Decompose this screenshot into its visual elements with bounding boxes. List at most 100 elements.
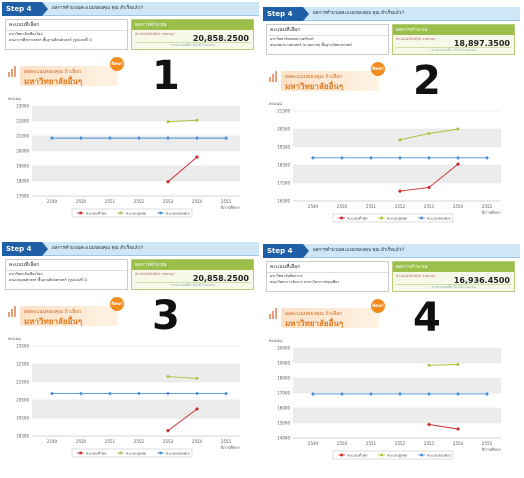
- grid-band: [32, 106, 240, 121]
- university-name: มหาวิทยาลัยสงขลานครินทร์: [270, 37, 314, 41]
- new-badge: New!: [371, 299, 385, 313]
- result-panel-2: Step 4 ผลการคำนวณคะแนนของคุณ คุณ สำเร็จแ…: [263, 7, 520, 239]
- x-tick-label: 2549: [308, 204, 319, 209]
- score-footnote: จากคะแนนเต็ม 30,000 คะแนน: [135, 282, 250, 288]
- score-value: 20,858.2500: [192, 274, 249, 283]
- step-title: ผลการคำนวณคะแนนของคุณ คุณ สำเร็จแล้ว!!: [52, 246, 144, 251]
- series-point-you: [166, 136, 170, 141]
- y-tick-label: 17000: [277, 391, 290, 396]
- legend-marker: [340, 216, 343, 220]
- step-bar: Step 4 ผลการคำนวณคะแนนของคุณ คุณ สำเร็จแ…: [263, 7, 520, 21]
- series-point-you: [166, 391, 170, 396]
- legend-label: คะแนนสูงสุด: [126, 212, 147, 217]
- y-tick-label: 20000: [277, 346, 290, 351]
- x-tick-label: 2554: [192, 439, 203, 444]
- x-tick-label: 2552: [134, 199, 145, 204]
- y-axis-label: คะแนน: [269, 101, 282, 106]
- series-point-you: [369, 155, 373, 160]
- legend-box: [332, 450, 454, 460]
- score-footnote: จากคะแนนเต็ม 30,000 คะแนน: [396, 284, 511, 290]
- series-point-you: [137, 391, 141, 396]
- y-tick-label: 23000: [16, 104, 29, 109]
- selection-info-box: คะแนนที่เลือก มหาวิทยาลัยเชียงใหม่ คณะกา…: [5, 19, 128, 50]
- bar-chart-icon: [269, 308, 279, 319]
- step-title: ผลการคำนวณคะแนนของคุณ คุณ สำเร็จแล้ว!!: [313, 11, 405, 16]
- series-point-you: [485, 155, 489, 160]
- y-tick-label: 19000: [277, 361, 290, 366]
- legend-label: คะแนนสูงสุด: [126, 452, 147, 457]
- step-label: Step 4: [2, 242, 48, 256]
- series-point-min: [427, 185, 431, 190]
- step-label: Step 4: [2, 2, 48, 16]
- y-tick-label: 19000: [16, 164, 29, 169]
- x-tick-label: 2555: [482, 204, 493, 209]
- y-tick-label: 18000: [277, 376, 290, 381]
- other-universities-banner[interactable]: ผลคะแนนของคุณ ถ้าเลือก มหาวิทยาลัยอื่นๆ: [20, 66, 118, 86]
- x-tick-label: 2551: [105, 439, 116, 444]
- x-tick-label: 2550: [76, 439, 87, 444]
- faculty-name: คณะมนุษยศาสตร์ พื้นฐานศิลปศาสตร์ (รูปแบบ…: [9, 278, 88, 282]
- y-tick-label: 20500: [16, 398, 29, 403]
- y-tick-label: 21500: [277, 109, 290, 114]
- series-point-you: [340, 155, 344, 160]
- grid-band: [32, 166, 240, 181]
- series-line: [428, 364, 459, 366]
- x-tick-label: 2552: [395, 441, 406, 446]
- x-tick-label: 2554: [453, 204, 464, 209]
- series-point-you: [456, 155, 460, 160]
- y-tick-label: 16500: [277, 199, 290, 204]
- y-tick-label: 16000: [277, 406, 290, 411]
- other-universities-banner[interactable]: ผลคะแนนของคุณ ถ้าเลือก มหาวิทยาลัยอื่นๆ: [281, 71, 379, 91]
- score-result-box: ผลการคำนวณ คะแนนของคุณ xtamp! 20,858.250…: [131, 259, 254, 290]
- series-line: [167, 119, 198, 123]
- selection-info-heading: คะแนนที่เลือก: [267, 25, 388, 36]
- x-tick-label: 2550: [76, 199, 87, 204]
- other-universities-banner[interactable]: ผลคะแนนของคุณ ถ้าเลือก มหาวิทยาลัยอื่นๆ: [281, 308, 379, 328]
- grid-band: [293, 129, 501, 147]
- series-line: [428, 424, 459, 430]
- y-axis-label: คะแนน: [8, 336, 21, 341]
- grid-band: [293, 378, 501, 393]
- panel-number-label: 2: [413, 58, 441, 104]
- selection-info-box: คะแนนที่เลือก มหาวิทยาลัยเชียงใหม่ คณะมน…: [5, 259, 128, 290]
- selection-info-heading: คะแนนที่เลือก: [6, 260, 127, 271]
- score-value: 20,858.2500: [192, 34, 249, 43]
- series-point-you: [224, 391, 228, 396]
- university-name: มหาวิทยาลัยศิลปากร: [270, 274, 303, 278]
- step-bar: Step 4 ผลการคำนวณคะแนนของคุณ คุณ สำเร็จแ…: [2, 242, 259, 256]
- legend-marker: [380, 216, 383, 220]
- score-line-chart: คะแนน 16500 17500 18500 19500 20500 21500 2549 2…: [269, 101, 501, 223]
- x-tick-label: 2554: [453, 441, 464, 446]
- panel-number-label: 3: [152, 293, 180, 339]
- x-tick-label: 2553: [163, 199, 174, 204]
- x-tick-label: 2549: [308, 441, 319, 446]
- score-hint: คะแนนของคุณ xtamp!: [396, 36, 436, 41]
- series-point-you: [195, 391, 199, 396]
- series-point-min: [456, 427, 460, 431]
- series-point-max: [195, 118, 199, 122]
- selection-info-box: คะแนนที่เลือก มหาวิทยาลัยศิลปากร คณะวิทย…: [266, 261, 389, 292]
- legend-box: [71, 448, 193, 458]
- other-universities-banner[interactable]: ผลคะแนนของคุณ ถ้าเลือก มหาวิทยาลัยอื่นๆ: [20, 306, 118, 326]
- series-point-max: [456, 363, 460, 366]
- score-result-box: ผลการคำนวณ คะแนนของคุณ xtamp! 20,858.250…: [131, 19, 254, 50]
- grid-band: [32, 364, 240, 382]
- series-line: [167, 408, 198, 431]
- y-tick-label: 18500: [16, 434, 29, 439]
- bar-chart-icon: [8, 306, 18, 317]
- selection-info-heading: คะแนนที่เลือก: [267, 262, 388, 273]
- step-title: ผลการคำนวณคะแนนของคุณ คุณ สำเร็จแล้ว!!: [313, 248, 405, 253]
- series-point-you: [108, 391, 112, 396]
- series-line: [167, 156, 198, 183]
- new-badge: New!: [110, 297, 124, 311]
- legend-label: คะแนนต่ำสุด: [347, 216, 368, 222]
- series-point-you: [195, 136, 199, 141]
- series-point-max: [195, 377, 199, 380]
- x-tick-label: 2549: [47, 199, 58, 204]
- score-heading: ผลการคำนวณ: [393, 25, 514, 35]
- score-result-box: ผลการคำนวณ คะแนนของคุณ xtamp! 18,897.350…: [392, 24, 515, 55]
- panel-number-label: 1: [152, 53, 180, 99]
- score-footnote: จากคะแนนเต็ม 30,000 คะแนน: [135, 42, 250, 48]
- banner-title: มหาวิทยาลัยอื่นๆ: [24, 317, 83, 326]
- legend-label: คะแนนสูงสุด: [387, 217, 408, 222]
